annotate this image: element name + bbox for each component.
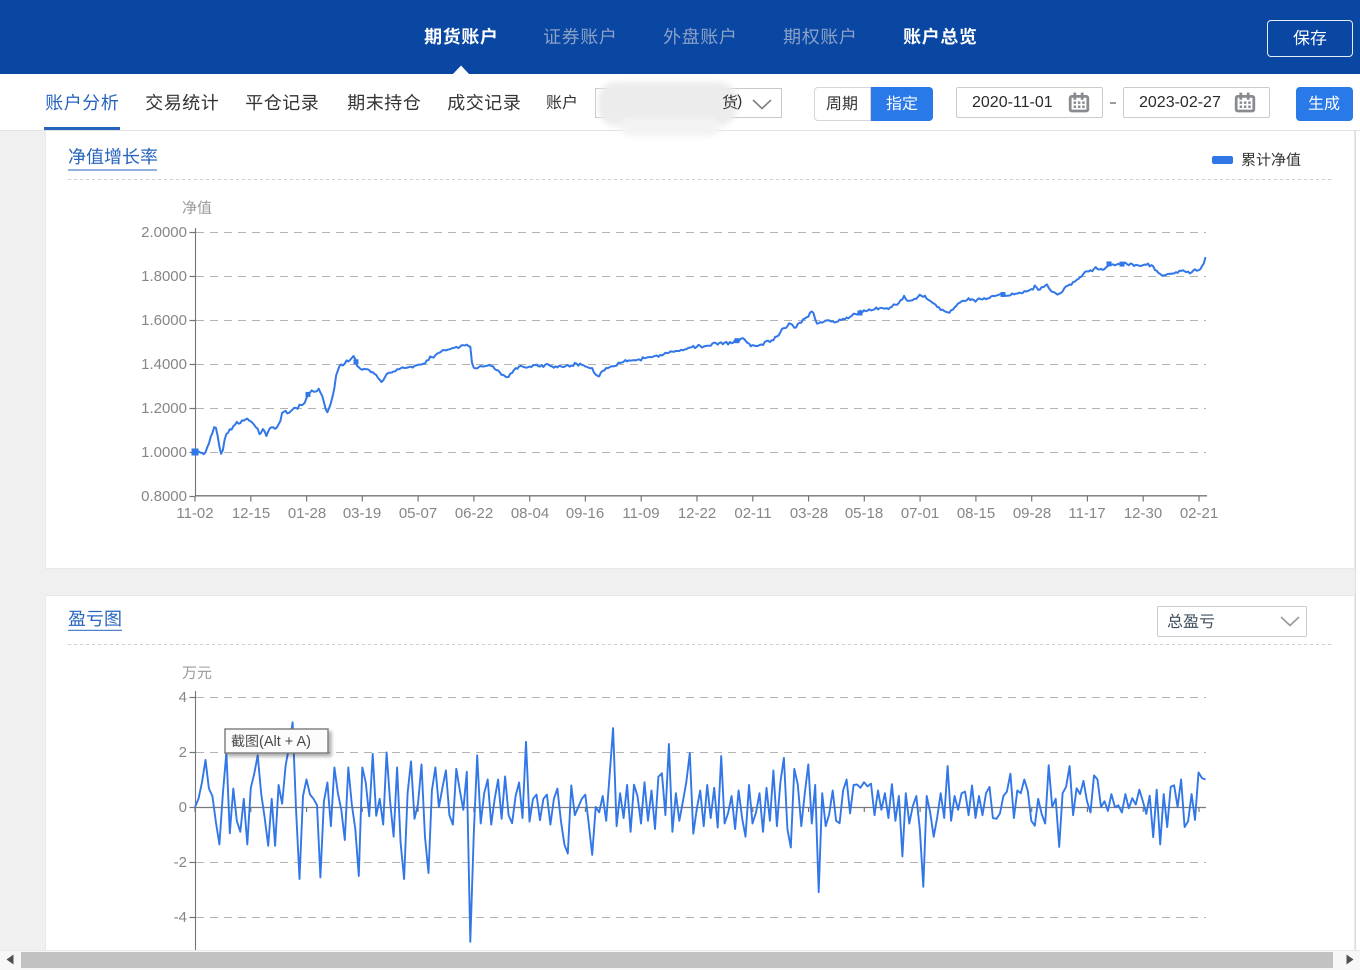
svg-text:(Alt + A): (Alt + A)	[259, 734, 311, 750]
